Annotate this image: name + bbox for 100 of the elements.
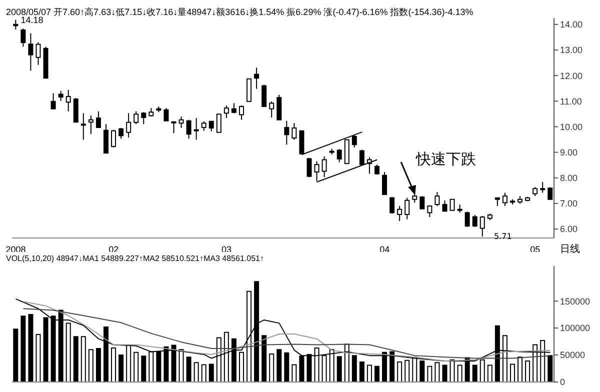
candlestick	[397, 206, 402, 222]
bar	[73, 336, 78, 382]
bar	[548, 355, 553, 382]
candlestick	[13, 19, 18, 30]
candlestick	[390, 196, 395, 214]
candlestick	[73, 98, 78, 123]
candlestick	[336, 148, 342, 163]
candlestick	[58, 90, 64, 102]
bar	[366, 364, 372, 382]
candlestick	[472, 214, 478, 228]
candlestick	[427, 206, 432, 218]
bar	[292, 364, 297, 382]
bar	[525, 360, 530, 382]
candlestick	[96, 110, 101, 128]
bar	[487, 364, 492, 382]
bar	[111, 348, 116, 382]
candlestick	[246, 78, 252, 102]
y-tick-label: 6.00	[560, 224, 578, 234]
candlestick	[540, 181, 546, 194]
candlestick	[434, 191, 440, 207]
candlestick	[36, 42, 41, 66]
y-tick-label: 9.00	[560, 147, 578, 158]
line-series	[22, 308, 551, 359]
candlestick	[141, 112, 146, 125]
candlestick	[548, 186, 553, 200]
bar	[276, 349, 282, 382]
bar	[374, 366, 380, 382]
candlestick	[194, 118, 199, 140]
candlestick	[126, 112, 132, 138]
bar	[404, 360, 410, 382]
candlestick	[224, 104, 229, 119]
bar	[336, 356, 342, 382]
candlestick	[292, 122, 297, 140]
y-tick-label: 50000	[560, 350, 586, 360]
candlestick	[238, 104, 244, 120]
candlestick	[208, 120, 214, 132]
candlestick	[262, 84, 267, 108]
bar	[96, 348, 101, 382]
candlestick	[404, 197, 410, 220]
candlestick	[276, 94, 282, 120]
annotation: 14.18	[20, 14, 44, 25]
candlestick	[284, 120, 290, 146]
chart-title: VOL(5,10,20) 48947↓MA1 54889.227↑MA2 58510.521↑MA3 48561.051↑	[6, 254, 264, 263]
candlestick	[88, 114, 94, 135]
bar	[13, 328, 18, 382]
y-tick-label: 7.00	[560, 198, 578, 209]
candlestick	[382, 172, 388, 196]
candlestick	[201, 120, 206, 132]
y-tick-label: 150000	[560, 296, 590, 306]
bar	[118, 354, 124, 382]
annotation: 快速下跌	[416, 150, 476, 169]
candlestick	[254, 67, 260, 90]
y-tick-label: 13.00	[560, 45, 583, 56]
text: 日线	[560, 242, 580, 256]
bar	[359, 362, 364, 382]
bar	[427, 366, 432, 382]
bar	[28, 314, 34, 382]
candlestick	[66, 89, 71, 112]
bar	[269, 353, 274, 382]
candlestick	[216, 114, 222, 133]
candlestick	[352, 134, 357, 148]
candlestick	[502, 192, 508, 207]
annotation: 5.71	[494, 232, 512, 241]
candlestick	[50, 92, 56, 110]
y-tick-label: 11.00	[560, 96, 582, 106]
candlestick	[103, 124, 108, 154]
bar	[208, 364, 214, 382]
bar	[201, 364, 206, 382]
bar	[194, 362, 199, 382]
bar	[510, 364, 515, 382]
candlestick	[464, 211, 470, 228]
candlestick	[118, 128, 124, 140]
candlestick	[186, 119, 192, 140]
candlestick	[420, 196, 425, 210]
y-tick-label: 14.00	[560, 20, 583, 30]
candlestick	[164, 108, 169, 122]
bar	[186, 356, 192, 382]
candlestick	[480, 216, 485, 237]
candlestick	[450, 198, 455, 211]
bar	[472, 364, 478, 382]
bar	[457, 364, 462, 382]
candlestick	[111, 129, 116, 148]
bar	[141, 356, 146, 382]
candlestick	[28, 32, 34, 72]
candlestick	[20, 28, 26, 48]
y-tick-label: 12.00	[560, 70, 583, 81]
candlestick	[178, 116, 184, 128]
candlestick	[134, 110, 139, 125]
bar	[80, 336, 86, 382]
bar	[262, 335, 267, 382]
y-tick-label: 10.00	[560, 122, 583, 132]
y-tick-label: 100000	[560, 323, 590, 334]
y-tick-label: 8.00	[560, 173, 578, 184]
bar	[88, 349, 94, 382]
bar	[284, 352, 290, 382]
chart-title: 2008/05/07 开7.60↑高7.63↓低7.15↓收7.16↓量48947↓额3616↓换1.54% 振6.29% 涨(-0.47)-6.16% 指数(-154.36)-4.13%	[6, 6, 474, 17]
candlestick	[80, 112, 86, 140]
bar	[397, 362, 402, 382]
bar	[518, 356, 523, 382]
bar	[442, 364, 448, 382]
